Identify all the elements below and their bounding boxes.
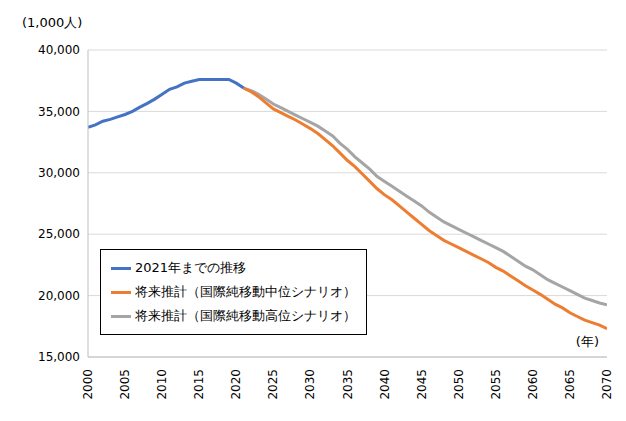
svg-text:2030: 2030 [303,369,317,400]
html-text:(1,000人): (1,000人) [22,15,83,30]
svg-text:35,000: 35,000 [38,105,80,119]
svg-text:2070: 2070 [600,369,614,400]
svg-text:2015: 2015 [192,369,206,400]
svg-text:25,000: 25,000 [38,227,80,241]
svg-text:40,000: 40,000 [38,43,80,57]
html-text:2021年までの推移: 2021年までの推移 [135,260,247,275]
svg-text:20,000: 20,000 [38,289,80,303]
html-text:将来推計（国際純移動中位シナリオ）: 将来推計（国際純移動中位シナリオ） [135,284,356,299]
svg-text:15,000: 15,000 [38,350,80,364]
svg-text:2060: 2060 [526,369,540,400]
html-text:(年): (年) [575,334,599,349]
svg-text:2040: 2040 [378,369,392,400]
html-text:将来推計（国際純移動高位シナリオ）: 将来推計（国際純移動高位シナリオ） [135,308,356,323]
svg-text:2010: 2010 [155,369,169,400]
svg-text:2000: 2000 [81,369,95,400]
svg-text:2055: 2055 [489,369,503,400]
svg-text:2020: 2020 [229,369,243,400]
svg-text:2035: 2035 [341,369,355,400]
svg-text:2005: 2005 [118,369,132,400]
svg-text:2050: 2050 [452,369,466,400]
svg-text:2045: 2045 [415,369,429,400]
svg-text:30,000: 30,000 [38,166,80,180]
svg-text:2065: 2065 [563,369,577,400]
svg-text:2025: 2025 [266,369,280,400]
